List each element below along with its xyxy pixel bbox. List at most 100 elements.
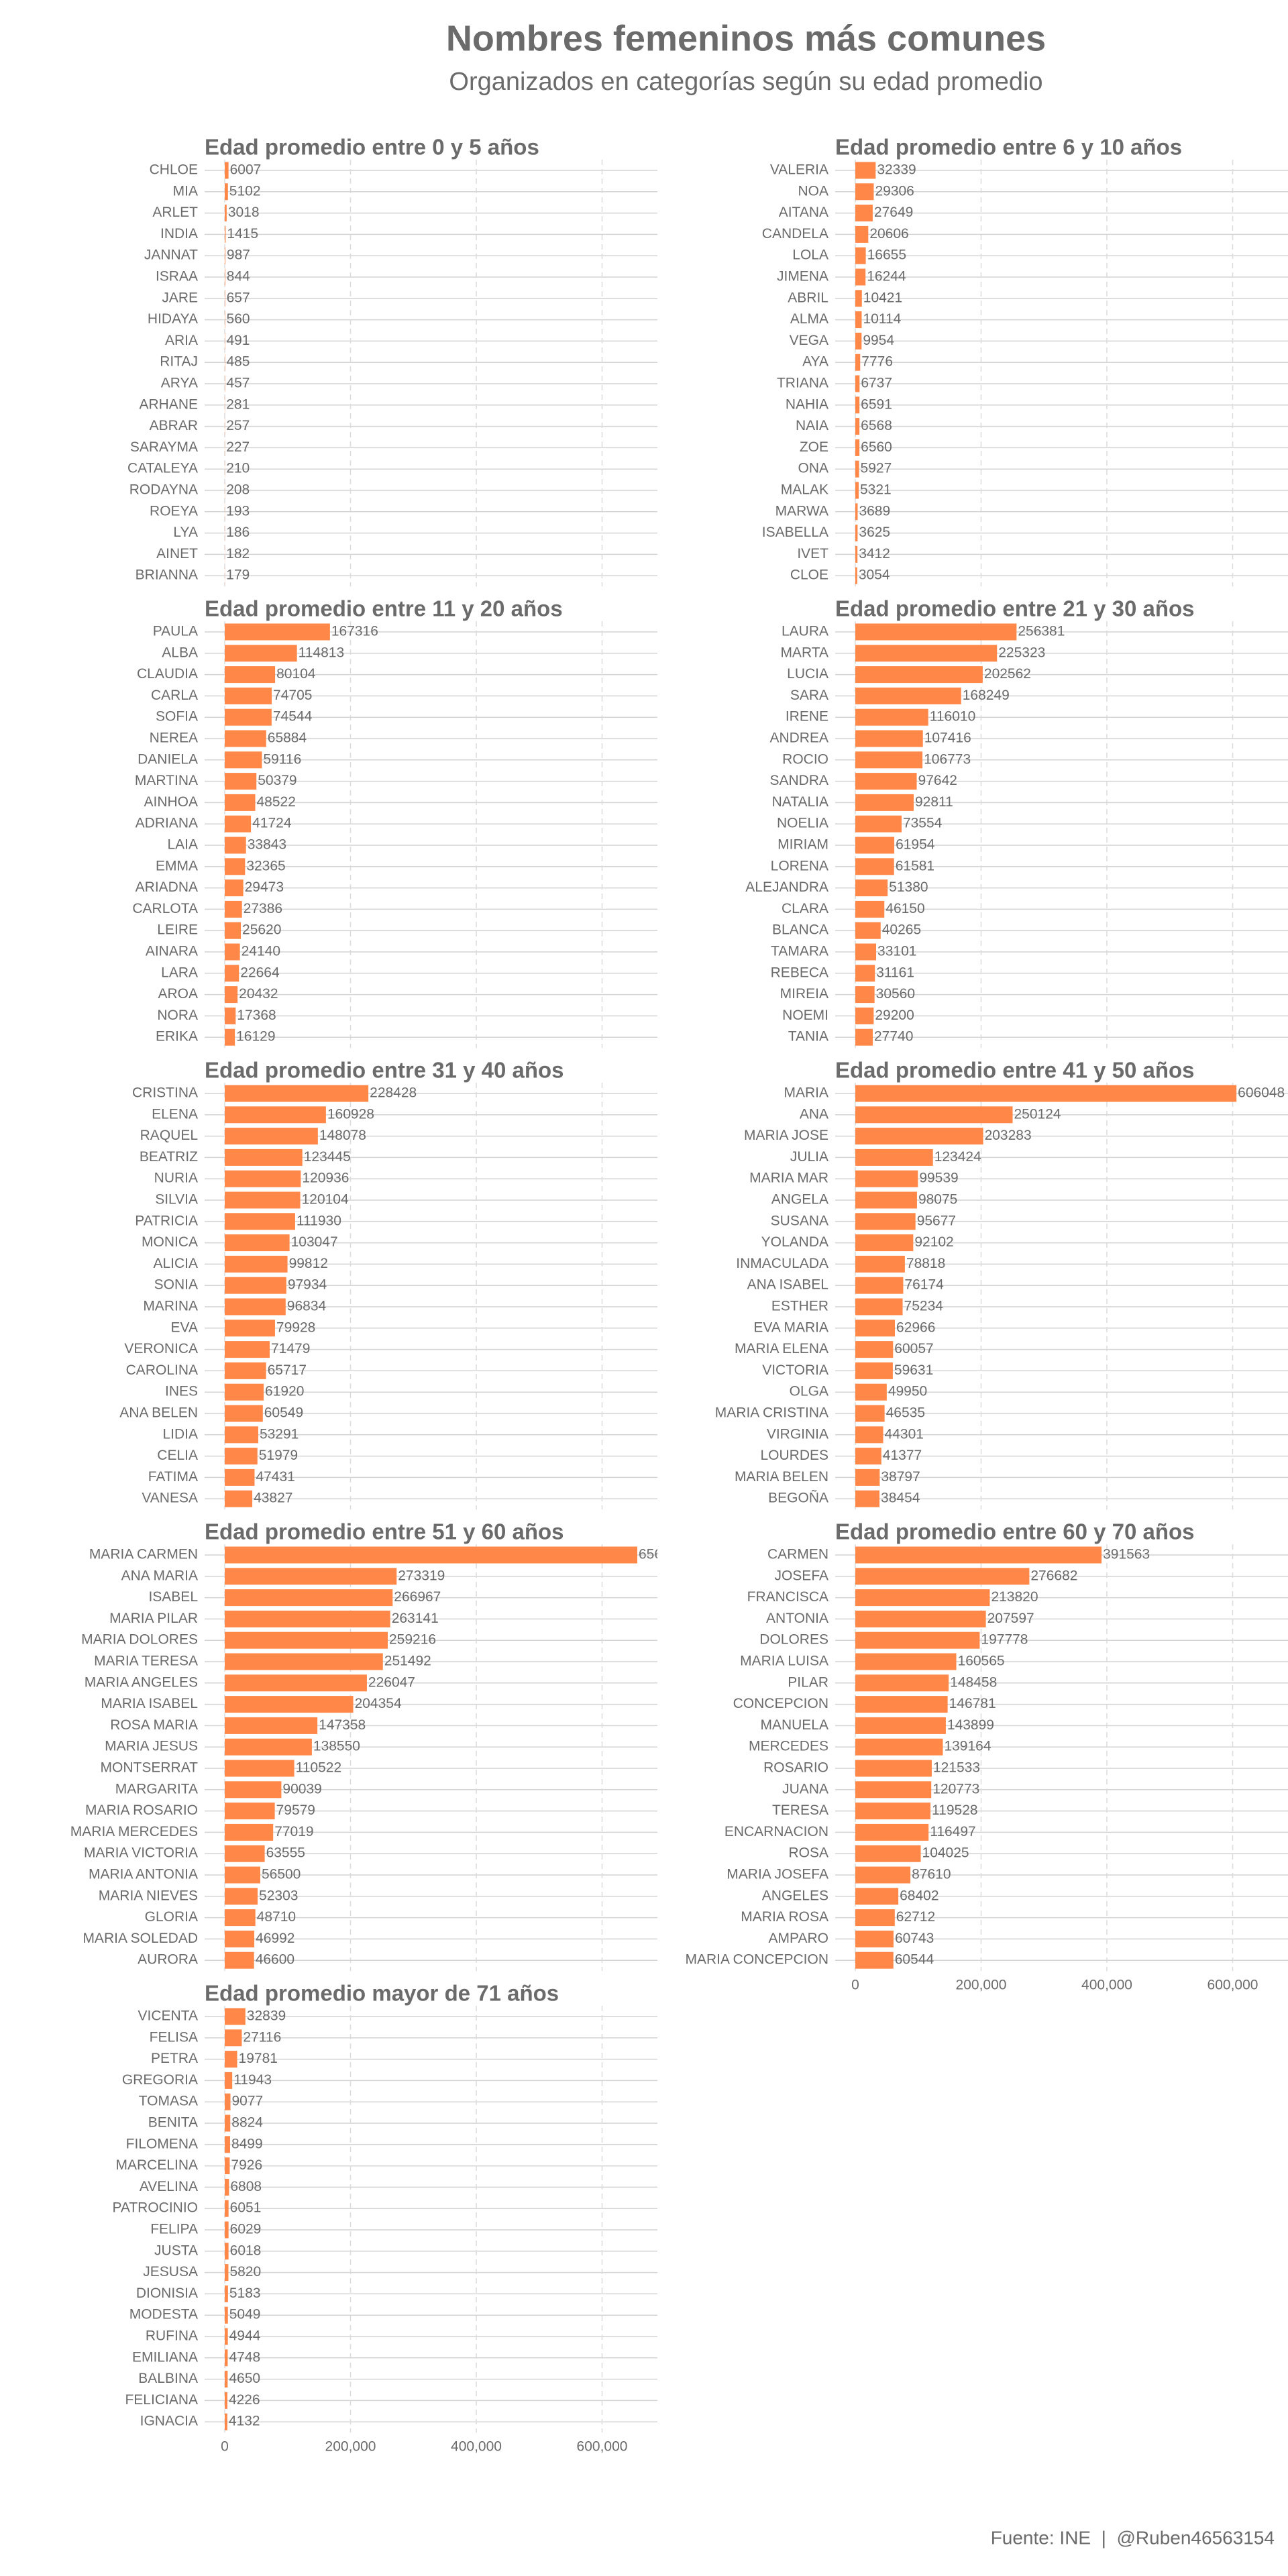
bar	[225, 1589, 393, 1607]
value-label: 197778	[981, 1632, 1028, 1648]
value-label: 60057	[894, 1341, 933, 1356]
category-label: VALERIA	[770, 162, 828, 178]
bar	[225, 2157, 230, 2175]
value-label: 90039	[282, 1781, 321, 1796]
bar	[855, 1341, 894, 1358]
bar	[225, 1234, 290, 1252]
value-label: 63555	[266, 1845, 305, 1861]
value-label: 24140	[241, 944, 280, 959]
category-label: ABRIL	[788, 290, 828, 305]
title: Nombres femeninos más comunes	[446, 18, 1046, 58]
category-label: MARIA NIEVES	[99, 1888, 198, 1903]
value-label: 97934	[288, 1277, 327, 1293]
bar	[855, 439, 860, 456]
value-label: 32839	[247, 2008, 286, 2024]
category-label: ROSA	[788, 1845, 828, 1861]
bar	[855, 1717, 946, 1734]
bar	[225, 2328, 228, 2345]
category-label: DOLORES	[759, 1632, 828, 1648]
bar	[225, 1930, 255, 1947]
bar	[225, 1362, 266, 1379]
value-label: 844	[227, 269, 250, 284]
bar	[855, 1696, 948, 1713]
value-label: 226047	[368, 1674, 415, 1690]
category-label: JUANA	[782, 1781, 828, 1796]
value-label: 92811	[915, 794, 953, 810]
value-label: 167316	[331, 624, 378, 639]
x-tick-label: 400,000	[451, 2439, 502, 2455]
category-label: MARIA ELENA	[735, 1341, 828, 1356]
category-label: ROSA MARIA	[110, 1717, 198, 1733]
value-label: 11943	[233, 2072, 272, 2088]
bar	[855, 1803, 931, 1820]
value-label: 457	[226, 376, 250, 391]
value-label: 46992	[256, 1931, 294, 1946]
value-label: 193	[226, 503, 250, 519]
value-label: 40265	[882, 922, 921, 938]
value-label: 74705	[273, 688, 312, 703]
bar	[225, 1128, 318, 1145]
bar	[225, 1823, 274, 1841]
bar	[225, 900, 242, 918]
value-label: 207597	[987, 1611, 1034, 1626]
value-label: 29473	[245, 879, 284, 895]
category-label: MARINA	[143, 1299, 198, 1314]
value-label: 6007	[230, 162, 262, 178]
bar	[225, 1781, 282, 1799]
value-label: 485	[226, 354, 250, 370]
category-label: LARA	[161, 965, 198, 980]
category-label: TRIANA	[777, 376, 828, 391]
value-label: 111930	[297, 1213, 341, 1228]
value-label: 65717	[268, 1362, 307, 1378]
value-label: 148458	[950, 1674, 997, 1690]
value-label: 48522	[256, 794, 295, 810]
bar	[225, 837, 246, 854]
bar	[225, 1717, 318, 1734]
category-label: AURORA	[138, 1952, 198, 1968]
bar	[225, 205, 227, 222]
value-label: 43827	[254, 1491, 292, 1506]
x-tick-label: 400,000	[1081, 1978, 1132, 1993]
bar	[855, 225, 869, 243]
value-label: 33101	[877, 944, 916, 959]
category-label: AMPARO	[769, 1931, 828, 1946]
category-label: JESUSA	[143, 2264, 198, 2279]
value-label: 62966	[896, 1320, 935, 1335]
category-label: CARLA	[151, 688, 198, 703]
bar	[225, 1653, 383, 1670]
value-label: 47431	[256, 1469, 294, 1485]
value-label: 148078	[319, 1128, 366, 1143]
value-label: 48710	[257, 1909, 296, 1925]
value-label: 213820	[991, 1589, 1038, 1605]
category-label: NORA	[157, 1008, 198, 1023]
value-label: 22664	[240, 965, 280, 980]
bar	[225, 1383, 264, 1401]
bar	[855, 1631, 980, 1649]
bar	[225, 1803, 275, 1820]
bar	[855, 1448, 881, 1465]
category-label: BEGOÑA	[768, 1490, 828, 1506]
value-label: 30560	[876, 986, 915, 1002]
category-label: NAHIA	[786, 396, 828, 412]
value-label: 160565	[958, 1654, 1005, 1669]
category-label: MARIA JOSEFA	[727, 1867, 828, 1882]
value-label: 73554	[903, 816, 943, 831]
bar	[225, 2264, 229, 2282]
value-label: 56500	[262, 1867, 301, 1882]
value-label: 281	[226, 396, 250, 412]
category-label: MARWA	[775, 503, 828, 519]
bar	[225, 1170, 301, 1187]
bar	[225, 1568, 397, 1585]
category-label: AROA	[158, 986, 198, 1002]
bar	[855, 858, 894, 875]
value-label: 16244	[867, 269, 906, 284]
value-label: 266967	[394, 1589, 441, 1605]
bar	[855, 162, 876, 179]
category-label: MARIA CARMEN	[89, 1547, 198, 1562]
category-label: EVA MARIA	[753, 1320, 828, 1335]
value-label: 259216	[389, 1632, 436, 1648]
category-label: GLORIA	[145, 1909, 198, 1925]
category-label: MARIA TERESA	[94, 1654, 198, 1669]
category-label: MARCELINA	[115, 2157, 198, 2173]
